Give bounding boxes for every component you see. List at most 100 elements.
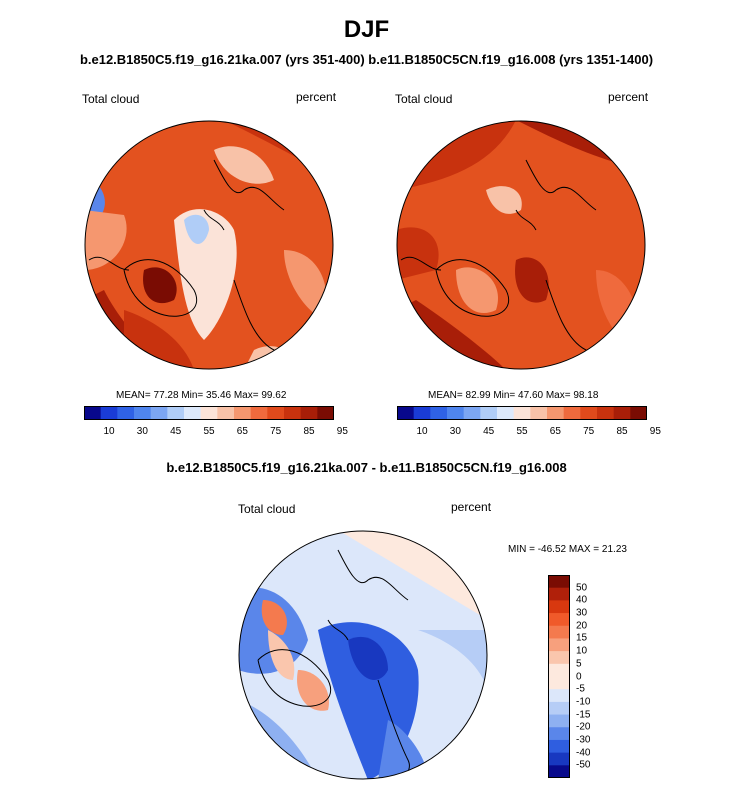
colorbar-swatch: [84, 406, 102, 420]
colorbar-swatch: [548, 701, 570, 716]
colorbar-swatch: [250, 406, 268, 420]
panel1-variable: Total cloud: [82, 92, 140, 106]
colorbar-tick-label: 95: [336, 426, 348, 437]
colorbar-tick-label: 5: [576, 658, 582, 670]
colorbar-swatch: [548, 663, 570, 677]
colorbar-tick-label: 30: [576, 607, 588, 619]
colorbar-swatch: [150, 406, 168, 420]
colorbar-swatch: [267, 406, 285, 420]
colorbar-swatch: [447, 406, 465, 420]
colorbar-swatch: [613, 406, 631, 420]
colorbar-swatch: [430, 406, 448, 420]
panel2-stats: MEAN= 82.99 Min= 47.60 Max= 98.18: [428, 390, 599, 401]
colorbar-swatch: [217, 406, 235, 420]
colorbar-swatch: [548, 613, 570, 627]
colorbar-tick-label: -15: [576, 709, 591, 721]
difference-colorbar-ticks: 50 40 30 20 15 10 5 0 -5 -10 -15 -20 -30 -40 -50: [576, 575, 606, 778]
colorbar-swatch: [563, 406, 581, 420]
colorbar-swatch: [200, 406, 218, 420]
colorbar-swatch: [530, 406, 548, 420]
colorbar-swatch: [548, 587, 570, 601]
difference-variable: Total cloud: [238, 502, 296, 516]
colorbar-tick-label: 40: [576, 594, 588, 606]
colorbar-swatch: [548, 575, 570, 589]
colorbar-swatch: [413, 406, 431, 420]
colorbar-swatch: [548, 676, 570, 690]
colorbar-swatch: [317, 406, 334, 420]
colorbar-swatch: [117, 406, 135, 420]
difference-title: b.e12.B1850C5.f19_g16.21ka.007 - b.e11.B…: [166, 460, 567, 475]
colorbar-tick-label: 20: [576, 620, 588, 632]
colorbar-tick-label: 75: [583, 426, 595, 437]
colorbar-swatch: [548, 714, 570, 728]
colorbar-swatch: [597, 406, 615, 420]
colorbar-tick-label: 65: [549, 426, 561, 437]
panel2-variable: Total cloud: [395, 92, 453, 106]
colorbar-tick-label: 75: [270, 426, 282, 437]
colorbar-swatch: [397, 406, 415, 420]
colorbar-tick-label: -40: [576, 747, 591, 759]
colorbar-swatch: [548, 651, 570, 665]
colorbar-tick-label: 0: [576, 671, 582, 682]
colorbar-swatch: [548, 689, 570, 703]
colorbar-swatch: [100, 406, 118, 420]
colorbar-tick-label: -5: [576, 683, 585, 695]
panel1-stats: MEAN= 77.28 Min= 35.46 Max= 99.62: [116, 390, 287, 401]
colorbar-swatch: [480, 406, 498, 420]
colorbar-tick-label: -10: [576, 696, 591, 708]
colorbar-swatch: [184, 406, 202, 420]
colorbar-tick-label: 10: [416, 426, 428, 437]
difference-stats: MIN = -46.52 MAX = 21.23: [508, 544, 627, 555]
colorbar-swatch: [630, 406, 647, 420]
panel2-units: percent: [608, 90, 649, 104]
colorbar-border: [84, 406, 334, 420]
colorbar-tick-label: 95: [649, 426, 661, 437]
colorbar-tick-label: 15: [576, 632, 588, 644]
colorbar-swatch: [234, 406, 252, 420]
colorbar-swatch: [548, 625, 570, 639]
colorbar-tick-label: -30: [576, 734, 591, 746]
colorbar-tick-label: -50: [576, 759, 591, 771]
colorbar-swatch: [548, 727, 570, 741]
colorbar-swatch: [167, 406, 185, 420]
colorbar-tick-label: -20: [576, 721, 591, 733]
colorbar-tick-label: 55: [516, 426, 528, 437]
colorbar-tick-label: 85: [616, 426, 628, 437]
colorbar-border: [548, 575, 570, 778]
difference-map: [238, 530, 488, 780]
colorbar-swatch: [548, 765, 570, 778]
colorbar-swatch: [284, 406, 302, 420]
colorbar-tick-label: 30: [136, 426, 148, 437]
colorbar-swatch: [300, 406, 318, 420]
colorbar-swatch: [513, 406, 531, 420]
colorbar-tick-label: 10: [576, 645, 588, 657]
difference-colorbar: [548, 575, 570, 778]
difference-units: percent: [451, 500, 492, 514]
colorbar-tick-label: 45: [483, 426, 495, 437]
panel1-colorbar-ticks: 10 30 45 55 65 75 85 95: [84, 426, 347, 440]
colorbar-swatch: [134, 406, 152, 420]
panel2-colorbar-ticks: 10 30 45 55 65 75 85 95: [397, 426, 660, 440]
colorbar-tick-label: 45: [170, 426, 182, 437]
colorbar-swatch: [548, 600, 570, 614]
colorbar-tick-label: 65: [236, 426, 248, 437]
colorbar-swatch: [547, 406, 565, 420]
colorbar-swatch: [548, 752, 570, 766]
colorbar-swatch: [497, 406, 515, 420]
panel1-map: [84, 120, 334, 370]
panel2-colorbar: [397, 406, 647, 420]
colorbar-border: [397, 406, 647, 420]
colorbar-tick-label: 50: [576, 582, 588, 594]
colorbar-tick-label: 85: [303, 426, 315, 437]
panel1-units: percent: [296, 90, 337, 104]
colorbar-swatch: [463, 406, 481, 420]
figure-title: DJF: [343, 16, 390, 43]
colorbar-tick-label: 55: [203, 426, 215, 437]
colorbar-swatch: [548, 638, 570, 652]
colorbar-swatch: [580, 406, 598, 420]
colorbar-swatch: [548, 739, 570, 754]
figure-subtitle: b.e12.B1850C5.f19_g16.21ka.007 (yrs 351-…: [79, 52, 654, 67]
colorbar-tick-label: 30: [449, 426, 461, 437]
colorbar-tick-label: 10: [103, 426, 115, 437]
panel1-colorbar: [84, 406, 334, 420]
